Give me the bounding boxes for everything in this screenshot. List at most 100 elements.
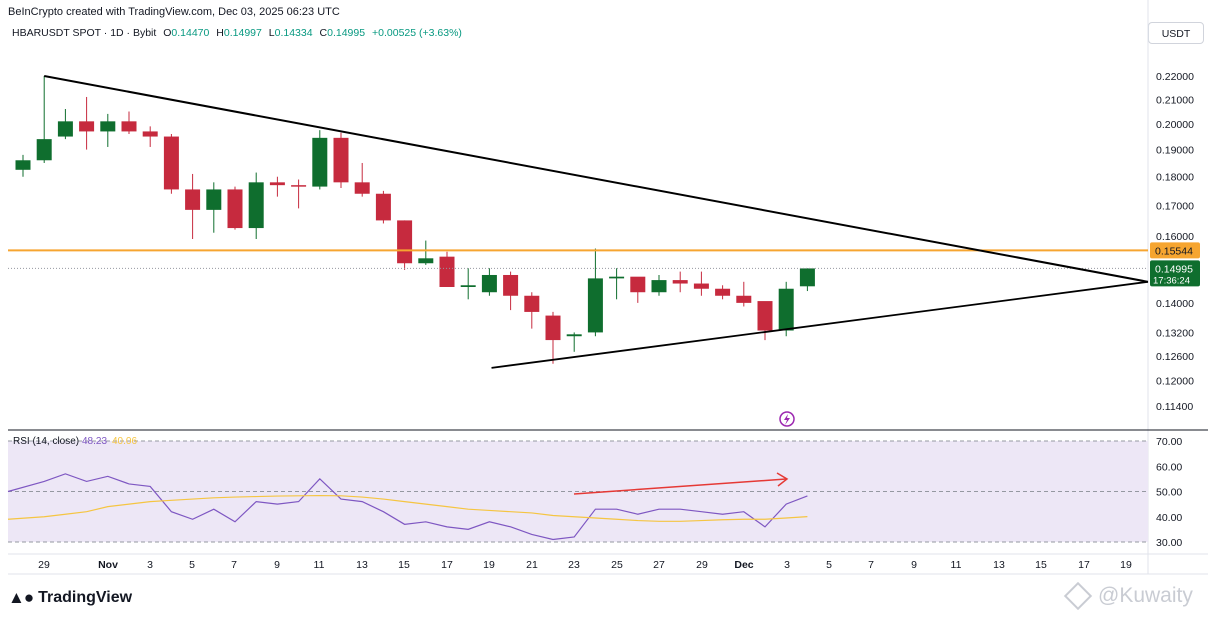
last-price-badge: [1150, 260, 1200, 287]
time-tick-label: 7: [868, 559, 874, 571]
lightning-bolt: [784, 414, 790, 425]
candle-body: [715, 288, 731, 296]
candle-body: [651, 280, 667, 293]
candle-body: [503, 274, 519, 296]
price-tick-label: 0.18000: [1156, 172, 1194, 184]
kuwaity-watermark: @Kuwaity: [1063, 581, 1193, 611]
rsi-line: [7, 473, 808, 541]
time-tick-label: 5: [189, 559, 195, 571]
price-tick-label: 0.11400: [1156, 401, 1193, 413]
candle-body: [545, 315, 561, 341]
price-tick-label: 0.19000: [1156, 145, 1194, 157]
time-tick-label: 9: [911, 559, 917, 571]
bar-countdown-label: 17:36:24: [1153, 275, 1190, 286]
candle-body: [609, 276, 625, 279]
time-tick-label: 19: [483, 559, 495, 571]
candle-body: [291, 185, 307, 187]
time-tick-label: Dec: [734, 559, 753, 571]
candle-body: [36, 139, 52, 161]
candle-body: [100, 121, 116, 132]
tradingview-logo-icon: ▲●: [8, 588, 34, 607]
candle-body: [269, 182, 285, 186]
last-price-label: 0.14995: [1155, 263, 1193, 275]
price-tick-label: 0.21000: [1156, 94, 1194, 106]
candle-body: [142, 131, 158, 137]
candle-body: [354, 182, 370, 194]
rsi-tick-label: 30.00: [1156, 537, 1182, 549]
time-tick-label: 5: [826, 559, 832, 571]
candle-body: [333, 137, 349, 183]
close-label: C: [319, 27, 328, 39]
price-tick-label: 0.12600: [1156, 351, 1194, 363]
time-tick-label: 11: [951, 559, 962, 571]
candle-body: [672, 280, 688, 284]
time-tick-label: Nov: [98, 559, 118, 571]
price-tick-label: 0.17000: [1156, 200, 1194, 212]
watermark-text: @Kuwaity: [1098, 584, 1193, 607]
rsi-ma-value: 40.06: [112, 436, 137, 447]
time-tick-label: 13: [993, 559, 1005, 571]
high-value: 0.14997: [223, 27, 262, 39]
rsi-title: RSI (14, close): [13, 436, 79, 447]
candle-body: [799, 268, 815, 287]
price-tick-label: 0.16000: [1156, 231, 1194, 243]
candle-body: [481, 274, 497, 293]
time-tick-label: 29: [38, 559, 50, 571]
time-tick-label: 21: [526, 559, 538, 571]
time-tick-label: 25: [611, 559, 623, 571]
price-tick-label: 0.14000: [1156, 298, 1194, 310]
rsi-tick-label: 60.00: [1156, 461, 1182, 473]
candle-body: [693, 283, 709, 289]
time-tick-label: 3: [147, 559, 153, 571]
change-value: +0.00525 (+3.63%): [372, 27, 462, 39]
time-tick-label: 11: [314, 559, 325, 571]
binance-icon: [1063, 581, 1093, 611]
time-tick-label: 29: [696, 559, 708, 571]
candle-body: [397, 220, 413, 264]
candle-body: [566, 334, 582, 337]
time-tick-label: 17: [1078, 559, 1090, 571]
price-tick-label: 0.20000: [1156, 119, 1194, 131]
tradingview-logo: ▲● TradingView: [8, 588, 132, 608]
chart-grid: [8, 0, 1208, 575]
candle-body: [587, 278, 603, 333]
candle-body: [227, 189, 243, 229]
candle-body: [736, 295, 752, 303]
rsi-axis: 70.00 60.00 50.00 40.00 30.00: [1156, 436, 1182, 549]
candle-body: [460, 285, 476, 287]
candle-body: [757, 301, 773, 331]
divergence-arrowhead: [776, 472, 789, 487]
price-axis[interactable]: 0.22000 0.21000 0.20000 0.19000 0.18000 0.170…: [1150, 71, 1200, 413]
ascending-trendline: [491, 280, 1149, 369]
candle-body: [57, 121, 73, 137]
candle-body: [79, 121, 95, 132]
resistance-price-badge: [1150, 242, 1200, 259]
candle-body: [163, 136, 179, 190]
time-tick-label: 17: [441, 559, 453, 571]
candle-body: [778, 288, 794, 331]
candle-body: [121, 121, 137, 132]
low-label: L: [268, 27, 275, 39]
currency-selector-button[interactable]: USDT: [1148, 22, 1204, 44]
symbol-legend: HBARUSDT SPOT · 1D · Bybit O0.14470 H0.1…: [12, 27, 462, 39]
candle-body: [524, 295, 540, 312]
candlesticks: [15, 76, 815, 364]
open-value: 0.14470: [171, 27, 210, 39]
close-value: 0.14995: [327, 27, 366, 39]
time-tick-label: 15: [1035, 559, 1047, 571]
symbol-label[interactable]: HBARUSDT SPOT · 1D · Bybit: [12, 27, 157, 39]
rsi-tick-label: 70.00: [1156, 436, 1182, 448]
rsi-value: 48.23: [82, 436, 107, 447]
time-tick-label: 19: [1120, 559, 1132, 571]
high-label: H: [216, 27, 224, 39]
rsi-tick-label: 50.00: [1156, 487, 1182, 499]
time-tick-label: 15: [398, 559, 410, 571]
time-axis[interactable]: 29 Nov 3 5 7 9 11 13 15 17 19 21 23 25 27 29 Dec 3 5 7 9 11 13…: [38, 559, 1132, 571]
low-value: 0.14334: [274, 27, 313, 39]
time-tick-label: 13: [356, 559, 368, 571]
time-tick-label: 9: [274, 559, 280, 571]
price-tick-label: 0.13200: [1156, 327, 1194, 339]
candle-body: [375, 193, 391, 221]
candle-body: [248, 182, 264, 229]
